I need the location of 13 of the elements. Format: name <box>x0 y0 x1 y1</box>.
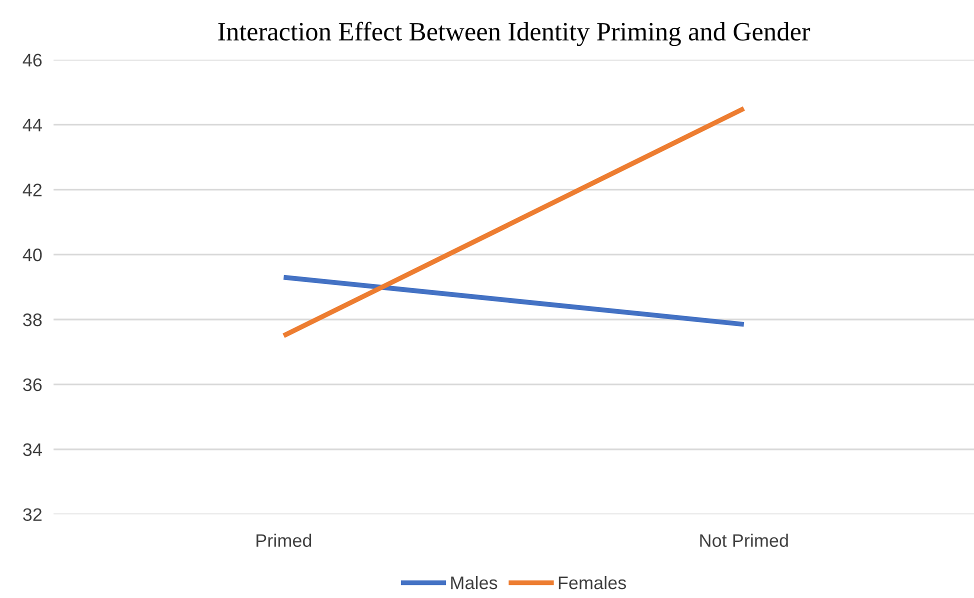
y-tick-label: 40 <box>22 248 42 262</box>
legend-label: Females <box>558 576 626 590</box>
chart-title: Interaction Effect Between Identity Priming and Gender <box>218 22 810 46</box>
x-tick-label: Not Primed <box>700 534 788 547</box>
y-tick-label: 32 <box>23 508 42 521</box>
legend-label: Males <box>451 576 498 590</box>
y-tick-label: 34 <box>23 443 42 456</box>
y-tick-label: 42 <box>22 184 42 196</box>
y-tick-label: 46 <box>22 54 42 67</box>
y-tick-label: 38 <box>23 313 42 326</box>
y-tick-label: 36 <box>23 378 42 392</box>
x-tick-label: Primed <box>256 534 312 547</box>
y-tick-label: 44 <box>22 118 42 132</box>
